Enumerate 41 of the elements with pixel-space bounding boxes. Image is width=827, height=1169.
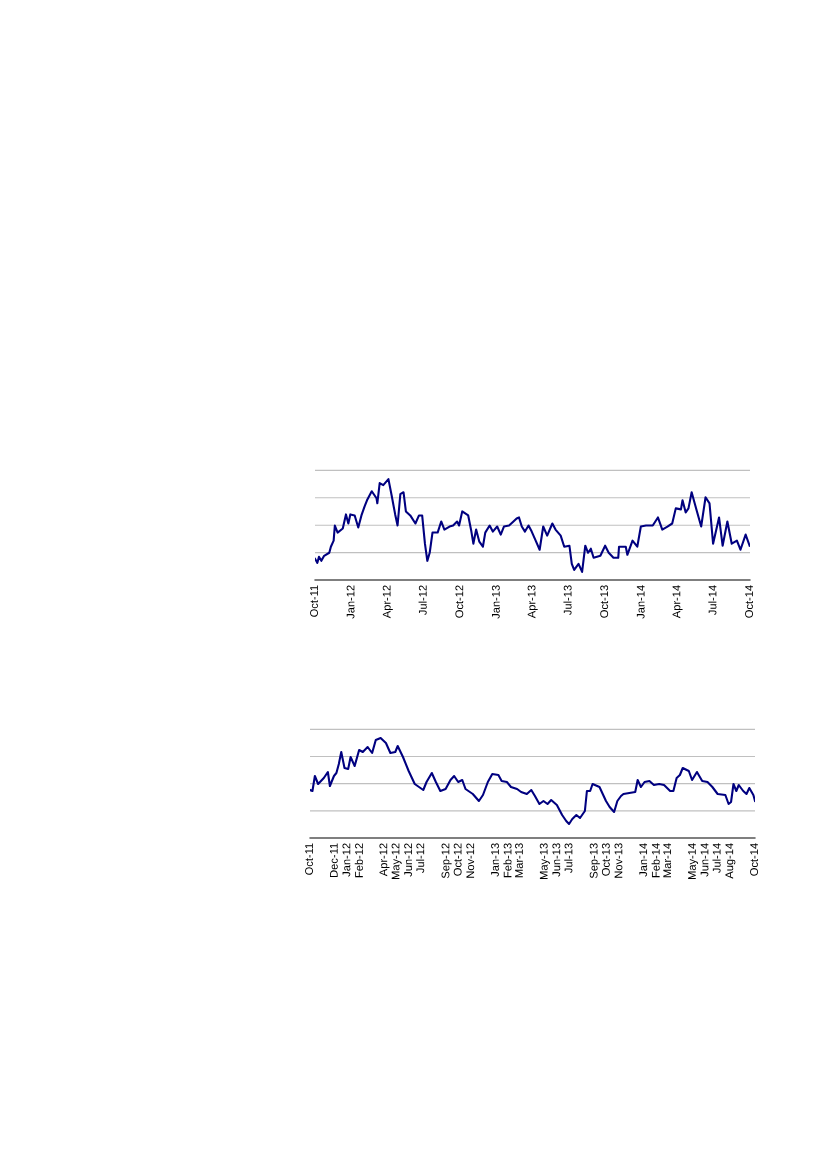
x-tick-label: Nov-12 [466,843,475,878]
x-tick-label: Jan-13 [491,843,499,877]
x-tick-label: Apr-14 [672,585,683,619]
x-tick-label: Feb-13 [503,843,512,878]
x-tick-label: Sep-12 [441,843,452,879]
x-tick-label: Jul-13 [563,585,572,615]
x-tick-label: Oct-13 [600,585,609,618]
x-tick-label: Jul-13 [564,843,573,873]
x-tick-label: Apr-13 [527,585,538,619]
x-tick-label: Oct-11 [310,585,318,617]
x-tick-label: Feb-12 [354,843,363,878]
x-tick-label: Jun-12 [404,843,413,877]
x-tick-label: Oct-11 [305,843,313,875]
x-tick-label: Nov-13 [614,843,623,878]
x-tick-label: Oct-14 [745,585,753,618]
x-tick-label: May-14 [688,843,699,879]
x-tick-label: Feb-14 [651,843,660,878]
x-tick-label: Oct-12 [453,843,462,876]
x-tick-label: Jan-12 [346,585,355,619]
x-tick-label: Jan-14 [639,843,648,877]
x-tick-label: Apr-12 [382,585,393,619]
x-tick-label: Oct-13 [601,843,610,876]
x-tick-label: Aug-14 [725,843,736,879]
x-tick-label: Jan-14 [636,585,645,619]
x-tick-label: Dec-11 [330,843,338,877]
x-tick-label: Sep-13 [589,843,600,879]
x-tick-label: Jul-14 [712,843,721,873]
x-tick-label: Jul-12 [416,843,425,873]
x-tick-label: Jun-14 [700,843,709,877]
x-tick-label: May-13 [539,843,550,879]
x-tick-label: Jul-14 [708,585,717,615]
x-tick-label: Oct-12 [455,585,464,618]
x-tick-label: Jan-13 [491,585,500,619]
x-tick-label: Jun-13 [552,843,561,877]
x-tick-label: Jul-12 [418,585,427,615]
x-tick-label: Mar-13 [515,843,523,878]
x-tick-label: Mar-14 [663,843,672,878]
x-tick-label: Apr-12 [379,843,390,877]
x-tick-label: Jan-12 [342,843,351,877]
x-tick-label: Oct-14 [750,843,758,876]
x-tick-label: May-12 [391,843,402,879]
